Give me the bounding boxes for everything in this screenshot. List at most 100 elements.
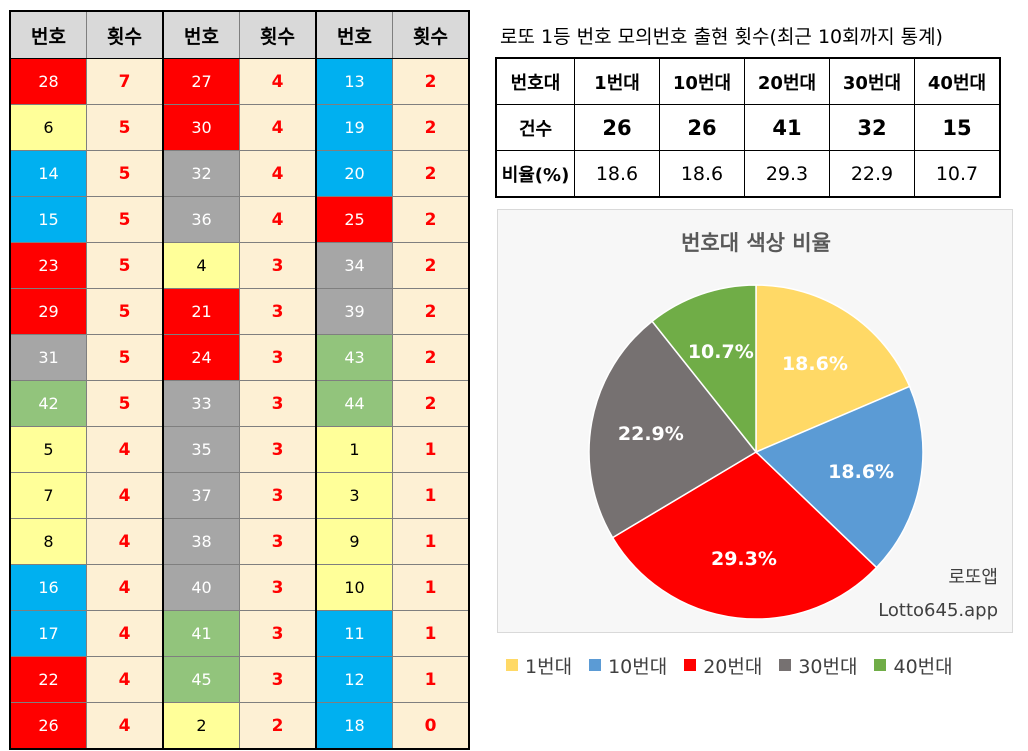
count-cell: 5: [86, 196, 164, 243]
number-cell: 17: [9, 610, 87, 657]
table-row: 17 4 41 3 11 1: [9, 610, 470, 657]
count-cell: 5: [86, 242, 164, 289]
number-cell: 38: [162, 518, 240, 565]
number-cell: 42: [9, 380, 87, 427]
pie-slice-2: [754, 385, 924, 569]
count-cell: 2: [392, 150, 470, 197]
table-row: 15 5 36 4 25 2: [9, 196, 470, 243]
pie-chart: 번호대 색상 비율 18.6%18.6%29.3%22.9%10.7% 로또앱 …: [588, 231, 998, 621]
count-cell: 4: [239, 150, 317, 197]
number-cell: 9: [315, 518, 393, 565]
number-cell: 21: [162, 288, 240, 335]
pie-slice-3: [611, 451, 878, 620]
number-cell: 18: [315, 702, 393, 750]
number-cell: 25: [315, 196, 393, 243]
number-cell: 1: [315, 426, 393, 473]
legend-item: 10번대: [589, 652, 667, 679]
count-cell: 2: [392, 242, 470, 289]
legend-swatch: [874, 659, 887, 671]
number-cell: 40: [162, 564, 240, 611]
count-cell: 4: [86, 702, 164, 750]
number-cell: 3: [315, 472, 393, 519]
count-cell: 5: [86, 104, 164, 151]
table-row: 8 4 38 3 9 1: [9, 518, 470, 565]
table-row: 14 5 32 4 20 2: [9, 150, 470, 197]
pie-label-3: 29.3%: [711, 548, 777, 570]
stats-ratio-cell: 29.3: [744, 150, 830, 198]
count-cell: 1: [392, 610, 470, 657]
stats-count-row: 건수 26 26 41 32 15: [495, 104, 1001, 151]
legend-item: 1번대: [506, 652, 572, 679]
number-cell: 7: [9, 472, 87, 519]
pie-slice-4: [588, 320, 758, 539]
stats-header-label: 번호대: [495, 57, 575, 105]
header-count-1: 횟수: [86, 10, 164, 59]
count-cell: 2: [239, 702, 317, 750]
count-cell: 4: [239, 58, 317, 105]
number-cell: 6: [9, 104, 87, 151]
number-cell: 22: [9, 656, 87, 703]
number-table-header-row: 번호 횟수 번호 횟수 번호 횟수: [9, 10, 470, 59]
number-cell: 11: [315, 610, 393, 657]
table-row: 31 5 24 3 43 2: [9, 334, 470, 381]
stats-ratio-cell: 10.7: [914, 150, 1001, 198]
number-cell: 30: [162, 104, 240, 151]
chart-title: 번호대 색상 비율: [681, 231, 831, 255]
number-cell: 41: [162, 610, 240, 657]
table-row: 29 5 21 3 39 2: [9, 288, 470, 335]
chart-legend: 1번대 10번대 20번대 30번대 40번대: [506, 648, 1006, 682]
count-cell: 3: [239, 334, 317, 381]
number-cell: 23: [9, 242, 87, 289]
number-cell: 20: [315, 150, 393, 197]
count-cell: 7: [86, 58, 164, 105]
legend-label: 10번대: [608, 655, 668, 678]
count-cell: 2: [392, 288, 470, 335]
count-cell: 3: [239, 564, 317, 611]
legend-swatch: [779, 659, 792, 671]
legend-swatch: [589, 659, 602, 671]
legend-label: 40번대: [893, 655, 953, 678]
stats-range-header: 30번대: [829, 57, 915, 105]
legend-item: 20번대: [684, 652, 762, 679]
count-cell: 2: [392, 104, 470, 151]
number-cell: 37: [162, 472, 240, 519]
count-cell: 4: [86, 518, 164, 565]
stats-ratio-cell: 18.6: [574, 150, 660, 198]
count-cell: 3: [239, 656, 317, 703]
count-cell: 5: [86, 380, 164, 427]
count-cell: 3: [239, 610, 317, 657]
table-row: 16 4 40 3 10 1: [9, 564, 470, 611]
number-cell: 28: [9, 58, 87, 105]
number-cell: 14: [9, 150, 87, 197]
count-cell: 1: [392, 472, 470, 519]
table-row: 42 5 33 3 44 2: [9, 380, 470, 427]
table-row: 28 7 27 4 13 2: [9, 58, 470, 105]
count-cell: 4: [86, 426, 164, 473]
count-cell: 2: [392, 196, 470, 243]
count-cell: 5: [86, 334, 164, 381]
stats-count-cell: 26: [659, 104, 745, 151]
stats-range-header: 10번대: [659, 57, 745, 105]
stats-count-cell: 32: [829, 104, 915, 151]
legend-item: 30번대: [779, 652, 857, 679]
stats-ratio-row: 비율(%) 18.6 18.6 29.3 22.9 10.7: [495, 150, 1001, 198]
number-cell: 10: [315, 564, 393, 611]
number-cell: 44: [315, 380, 393, 427]
count-cell: 4: [86, 656, 164, 703]
count-cell: 0: [392, 702, 470, 750]
count-cell: 1: [392, 564, 470, 611]
number-cell: 33: [162, 380, 240, 427]
number-cell: 26: [9, 702, 87, 750]
count-cell: 3: [239, 518, 317, 565]
table-row: 22 4 45 3 12 1: [9, 656, 470, 703]
count-cell: 2: [392, 334, 470, 381]
legend-swatch: [506, 659, 518, 671]
number-cell: 5: [9, 426, 87, 473]
count-cell: 4: [86, 564, 164, 611]
stats-count-label: 건수: [495, 104, 575, 151]
number-cell: 13: [315, 58, 393, 105]
number-cell: 2: [162, 702, 240, 750]
pie-chart-panel: 번호대 색상 비율 18.6% 18.6% 29.3% 22.9% 10.7% 로또앱 …: [497, 209, 1013, 633]
number-cell: 8: [9, 518, 87, 565]
count-cell: 2: [392, 380, 470, 427]
